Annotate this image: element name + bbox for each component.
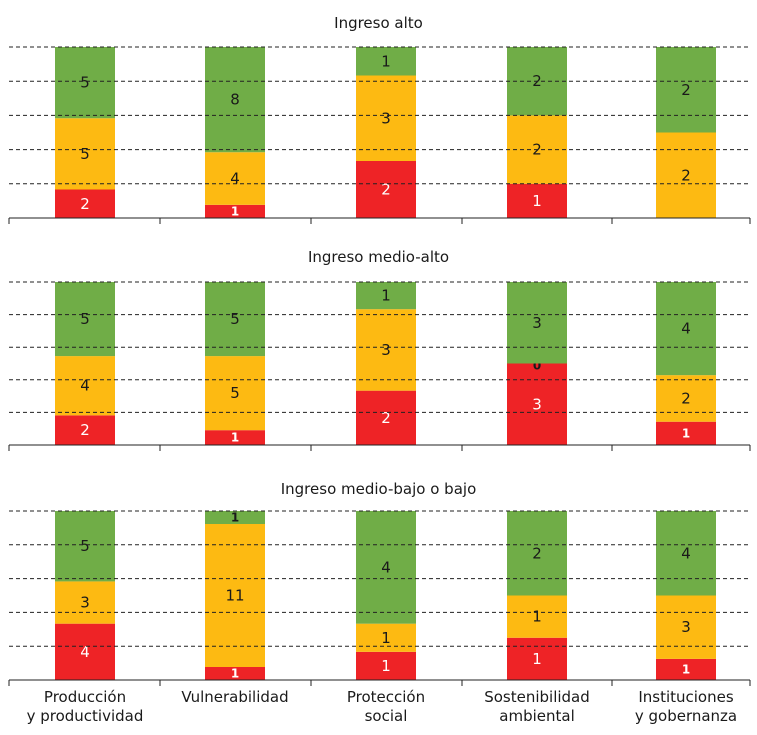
bar-segment: [356, 623, 416, 652]
bar-value-label: 1: [231, 204, 239, 218]
category-label: y productividad: [27, 707, 144, 725]
panel-title: Ingreso alto: [334, 14, 423, 32]
bar-segment: [656, 47, 716, 133]
bar-value-label: 1: [682, 426, 690, 440]
bar-segment: [55, 511, 115, 582]
bar-value-label: 1: [381, 52, 391, 70]
bar-segment: [205, 152, 265, 205]
bar-segment: [205, 204, 265, 218]
bar-segment: [356, 47, 416, 76]
bar-value-label: 4: [230, 170, 240, 188]
category-label: Vulnerabilidad: [181, 688, 288, 706]
bar-segment: [656, 282, 716, 376]
bar-value-label: 11: [225, 587, 244, 605]
panel-title: Ingreso medio-bajo o bajo: [281, 480, 477, 498]
bar-segment: [356, 651, 416, 680]
bar-value-label: 3: [381, 109, 391, 127]
bar-segment: [205, 524, 265, 667]
bar-value-label: 2: [80, 195, 90, 213]
category-label: y gobernanza: [635, 707, 737, 725]
category-label: ambiental: [499, 707, 574, 725]
bar-value-label: 4: [80, 643, 90, 661]
bar-segment: [356, 309, 416, 391]
bar-segment: [507, 363, 567, 445]
category-label: Producción: [44, 688, 126, 706]
bar-value-label: 1: [381, 287, 391, 305]
bar-value-label: 1: [682, 662, 690, 676]
bar-segment: [507, 282, 567, 364]
category-label: Sostenibilidad: [484, 688, 590, 706]
bar-value-label: 5: [230, 310, 240, 328]
bar-value-label: 0: [533, 359, 541, 373]
bar-segment: [356, 161, 416, 218]
panel-title: Ingreso medio-alto: [308, 248, 449, 266]
category-label: Instituciones: [638, 688, 734, 706]
bar-value-label: 3: [381, 341, 391, 359]
bar-value-label: 2: [381, 181, 391, 199]
bar-value-label: 1: [532, 608, 542, 626]
bar-segment: [205, 511, 265, 524]
bar-segment: [356, 390, 416, 445]
bar-segment: [656, 132, 716, 218]
bar-value-label: 4: [681, 544, 691, 562]
bar-segment: [55, 282, 115, 357]
bar-value-label: 5: [80, 537, 90, 555]
bar-value-label: 1: [231, 667, 239, 681]
bar-value-label: 2: [532, 544, 542, 562]
bar-segment: [507, 637, 567, 680]
bar-segment: [656, 421, 716, 445]
bar-value-label: 5: [80, 145, 90, 163]
bar-value-label: 2: [681, 166, 691, 184]
bar-value-label: 3: [80, 594, 90, 612]
bar-value-label: 3: [532, 314, 542, 332]
bar-segment: [656, 658, 716, 680]
bar-segment: [507, 595, 567, 638]
bar-segment: [55, 118, 115, 190]
category-label: Protección: [347, 688, 425, 706]
bar-segment: [55, 581, 115, 624]
bar-value-label: 3: [532, 395, 542, 413]
bar-segment: [656, 511, 716, 596]
bar-segment: [205, 430, 265, 445]
bar-segment: [205, 356, 265, 431]
bar-value-label: 3: [681, 618, 691, 636]
bar-value-label: 5: [230, 384, 240, 402]
bar-value-label: 2: [681, 389, 691, 407]
bar-value-label: 1: [381, 657, 391, 675]
bar-value-label: 2: [80, 421, 90, 439]
bar-segment: [356, 511, 416, 624]
bar-segment: [507, 183, 567, 218]
bar-value-label: 2: [381, 409, 391, 427]
bar-segment: [55, 356, 115, 416]
bar-value-label: 1: [532, 192, 542, 210]
bar-value-label: 1: [231, 511, 239, 525]
bar-segment: [205, 282, 265, 357]
bar-segment: [205, 667, 265, 680]
bar-value-label: 1: [231, 431, 239, 445]
bar-value-label: 2: [681, 81, 691, 99]
bar-value-label: 1: [532, 650, 542, 668]
bar-value-label: 4: [681, 320, 691, 338]
bar-segment: [55, 623, 115, 680]
bar-segment: [55, 189, 115, 218]
bar-segment: [656, 375, 716, 422]
bar-value-label: 5: [80, 310, 90, 328]
bar-segment: [507, 511, 567, 596]
category-label: social: [365, 707, 408, 725]
bar-segment: [55, 415, 115, 445]
bar-value-label: 5: [80, 74, 90, 92]
bar-value-label: 4: [381, 558, 391, 576]
bar-segment: [656, 595, 716, 659]
bar-value-label: 8: [230, 91, 240, 109]
bar-value-label: 1: [381, 629, 391, 647]
bar-value-label: 4: [80, 377, 90, 395]
bar-segment: [55, 47, 115, 119]
bar-segment: [356, 282, 416, 310]
bar-segment: [356, 75, 416, 161]
bar-segment: [205, 47, 265, 153]
